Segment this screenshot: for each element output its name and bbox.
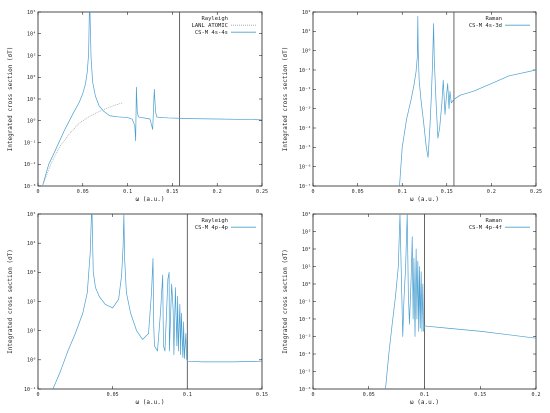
x-tick-label: 0 — [311, 392, 314, 398]
series-group — [385, 214, 536, 389]
y-tick-label: 10⁻³ — [24, 184, 36, 190]
y-tick-label: 10² — [302, 10, 311, 16]
y-tick-label: 10⁰ — [27, 358, 36, 364]
y-tick-label: 10¹ — [27, 328, 36, 334]
y-tick-label: 10⁰ — [27, 119, 36, 125]
y-axis-label: Integrated cross section (σT) — [7, 47, 14, 152]
y-tick-label: 10⁻⁵ — [299, 145, 311, 151]
y-axis-label: Integrated cross section (σT) — [282, 249, 289, 354]
y-tick-label: 10⁵ — [27, 10, 36, 16]
plot-frame — [312, 11, 537, 187]
x-tick-label: 0.05 — [77, 189, 89, 195]
plot-frame — [37, 213, 263, 390]
y-tick-label: 10² — [302, 247, 311, 253]
chart-panel-top-left: 0 0.05 0.1 0.15 0.2 0.25 10⁻³ 10⁻² 10⁻¹ 10⁰ 10¹ 10²… — [7, 10, 268, 203]
y-tick-label: 10⁻¹ — [24, 387, 36, 393]
y-tick-label: 10¹ — [302, 29, 311, 35]
y-tick-label: 10⁻⁵ — [299, 369, 311, 375]
chart-panel-top-right: 0 0.05 0.1 0.15 0.2 0.25 10⁻⁷ 10⁻⁶ 10⁻⁵ 10⁻⁴ 10⁻³ 1… — [282, 10, 542, 203]
x-tick-label: 0.2 — [213, 189, 222, 195]
x-tick-label: 0.05 — [107, 392, 119, 398]
series-line-lanl-atomic — [42, 102, 124, 186]
y-tick-label: 10² — [27, 75, 36, 81]
legend-entry-label: CS-M 4s-4s — [195, 30, 228, 36]
y-tick-label: 10⁻² — [299, 87, 311, 93]
series-line-cs-m-4s-4s — [42, 12, 262, 186]
y-tick-label: 10⁻³ — [299, 106, 311, 112]
chart-panel-bottom-left: 0 0.05 0.1 0.15 10⁻¹ 10⁰ 10¹ 10² 10³ 10⁴ 10⁵ ω (a.u… — [7, 212, 268, 406]
y-tick-label: 10⁴ — [302, 212, 311, 218]
x-tick-label: 0.1 — [123, 189, 132, 195]
y-tick-label: 10⁻¹ — [299, 299, 311, 305]
x-tick-label: 0.05 — [352, 189, 364, 195]
series-line-cs-m-4p-4p — [52, 214, 262, 389]
legend-entry-label: CS-M 4s-3d — [469, 23, 502, 29]
y-tick-label: 10³ — [302, 229, 311, 235]
series-group — [52, 214, 262, 389]
plot-frame — [37, 11, 263, 187]
x-tick-label: 0.2 — [531, 392, 540, 398]
series-line-cs-m-4s-3d — [399, 15, 536, 186]
series-group — [399, 15, 536, 186]
x-tick-label: 0.1 — [183, 392, 192, 398]
y-tick-label: 10¹ — [302, 264, 311, 270]
y-tick-label: 10³ — [27, 270, 36, 276]
y-tick-label: 10⁻⁴ — [299, 126, 311, 132]
y-tick-label: 10² — [27, 299, 36, 305]
y-tick-label: 10⁻⁶ — [299, 164, 311, 170]
y-tick-label: 10⁻² — [24, 162, 36, 168]
x-tick-label: 0 — [36, 392, 39, 398]
legend-entry-label: CS-M 4p-4f — [469, 225, 502, 231]
x-axis-label: ω (a.u.) — [136, 399, 165, 406]
y-tick-label: 10³ — [27, 53, 36, 59]
x-axis-label: ω (a.u.) — [410, 399, 439, 406]
x-tick-label: 0.1 — [398, 189, 407, 195]
x-tick-label: 0.05 — [363, 392, 375, 398]
legend-title: Rayleigh — [202, 218, 229, 224]
x-tick-label: 0 — [36, 189, 39, 195]
x-tick-label: 0.25 — [256, 189, 268, 195]
legend-title: Rayleigh — [202, 16, 229, 22]
series-line-cs-m-4p-4f — [385, 214, 536, 389]
x-axis-label: ω (a.u.) — [410, 196, 439, 203]
legend-title: Raman — [485, 16, 502, 22]
y-tick-label: 10⁻⁴ — [299, 352, 311, 358]
x-tick-label: 0.2 — [487, 189, 496, 195]
y-tick-label: 10⁰ — [302, 48, 311, 54]
y-tick-label: 10⁴ — [27, 241, 36, 247]
y-tick-label: 10⁻² — [299, 317, 311, 323]
y-tick-label: 10¹ — [27, 97, 36, 103]
y-tick-label: 10⁻⁶ — [299, 387, 311, 393]
legend-entry-label: CS-M 4p-4p — [195, 225, 228, 231]
x-tick-label: 0.15 — [166, 189, 178, 195]
x-tick-label: 0 — [311, 189, 314, 195]
y-axis-label: Integrated cross section (σT) — [7, 249, 14, 354]
x-tick-label: 0.15 — [256, 392, 268, 398]
y-tick-label: 10⁻⁷ — [299, 184, 311, 190]
x-tick-label: 0.15 — [441, 189, 453, 195]
y-tick-label: 10⁴ — [27, 32, 36, 38]
y-tick-label: 10⁻³ — [299, 334, 311, 340]
y-axis-label: Integrated cross section (σT) — [282, 47, 289, 152]
x-axis-label: ω (a.u.) — [136, 196, 165, 203]
legend-title: Raman — [485, 218, 502, 224]
x-tick-label: 0.15 — [474, 392, 486, 398]
chart-panel-bottom-right: 0 0.05 0.1 0.15 0.2 10⁻⁶ 10⁻⁵ 10⁻⁴ 10⁻³ 10⁻² 10⁻¹ 1… — [282, 212, 541, 406]
y-tick-label: 10⁻¹ — [299, 68, 311, 74]
y-tick-label: 10⁻¹ — [24, 140, 36, 146]
x-tick-label: 0.1 — [420, 392, 429, 398]
y-tick-label: 10⁰ — [302, 282, 311, 288]
series-group — [42, 12, 262, 186]
y-tick-label: 10⁵ — [27, 212, 36, 218]
x-tick-label: 0.25 — [530, 189, 542, 195]
legend-entry-label: LANL ATOMIC — [192, 23, 228, 29]
